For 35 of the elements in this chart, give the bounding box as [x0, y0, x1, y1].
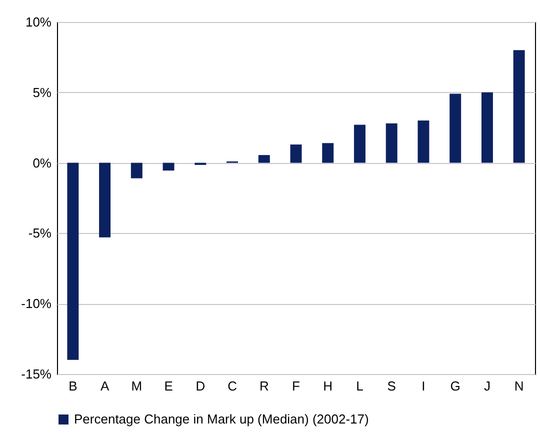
x-tick-label: J	[484, 378, 490, 394]
bar	[162, 162, 174, 171]
y-tick-label: 0%	[32, 155, 52, 170]
x-tick-label: D	[196, 378, 206, 394]
x-tick-label: N	[514, 378, 524, 394]
x-tick-label: H	[323, 378, 333, 394]
x-tick-label: G	[450, 378, 460, 394]
bar	[418, 120, 430, 163]
bar	[513, 50, 525, 163]
x-tick-label: S	[387, 378, 396, 394]
x-tick-label: M	[131, 378, 142, 394]
x-tick-label: I	[422, 378, 426, 394]
x-tick-label: A	[100, 378, 110, 394]
bar	[130, 162, 142, 178]
y-tick-label: -5%	[28, 226, 52, 241]
x-tick-label: C	[228, 378, 237, 394]
x-tick-label: R	[259, 378, 269, 394]
x-tick-label: E	[164, 378, 174, 394]
x-tick-label: B	[68, 378, 78, 394]
y-tick-label: 5%	[32, 84, 52, 100]
bar	[450, 94, 462, 163]
bar	[258, 155, 270, 163]
bar	[386, 123, 398, 163]
bar	[99, 162, 111, 238]
y-tick-label: -10%	[21, 296, 52, 312]
y-tick-label: 10%	[25, 14, 52, 30]
bar	[481, 92, 493, 163]
legend-label: Percentage Change in Mark up (Median) (2002-17)	[74, 412, 369, 426]
bar	[67, 162, 79, 360]
x-tick-label: F	[292, 378, 300, 394]
x-tick-label: L	[356, 378, 364, 394]
bar	[290, 144, 302, 163]
bar	[354, 124, 366, 163]
y-tick-label: -15%	[21, 366, 52, 382]
bar	[322, 143, 334, 163]
